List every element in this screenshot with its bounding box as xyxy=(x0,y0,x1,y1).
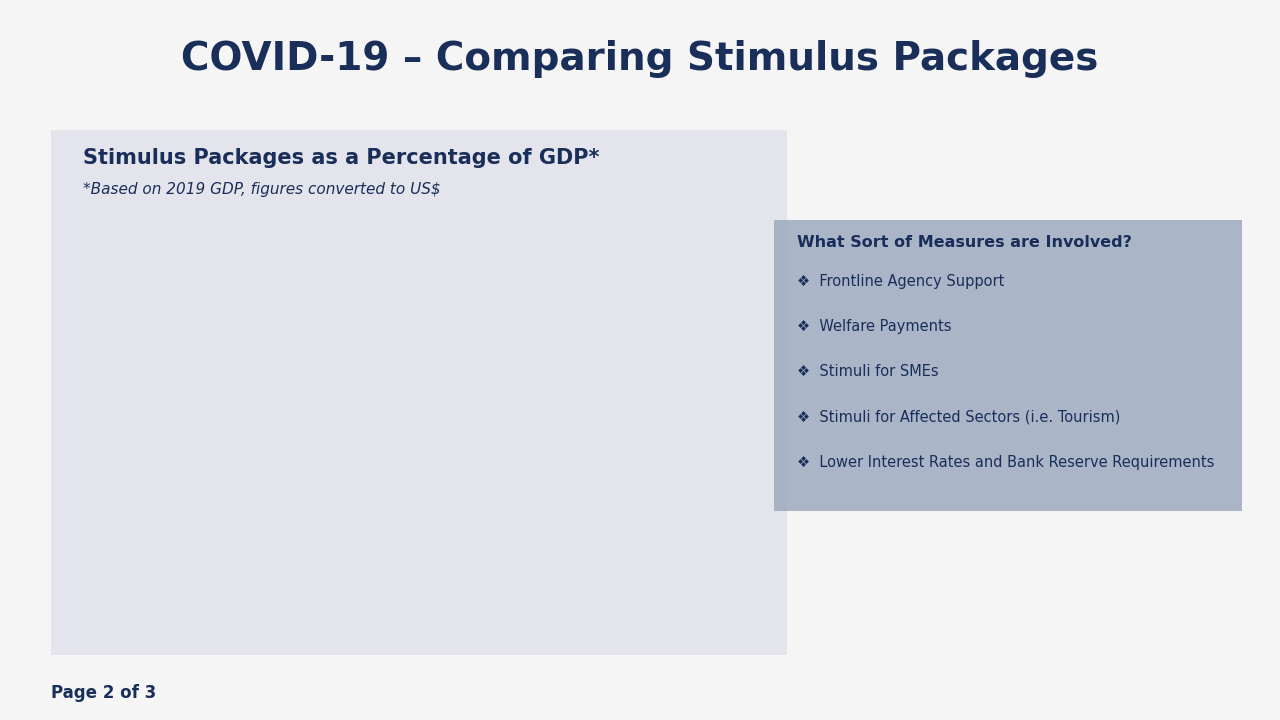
Text: 10.3: 10.3 xyxy=(392,453,425,468)
Bar xyxy=(160,521,221,539)
Text: 17: 17 xyxy=(538,280,557,295)
Bar xyxy=(160,555,173,574)
Text: ❖  Frontline Agency Support: ❖ Frontline Agency Support xyxy=(797,274,1005,289)
Text: What Sort of Measures are Involved?: What Sort of Measures are Involved? xyxy=(797,235,1133,251)
Bar xyxy=(160,485,319,505)
Bar xyxy=(160,451,384,470)
Text: 7.3: 7.3 xyxy=(325,487,349,503)
Bar xyxy=(160,243,596,262)
Text: 0.6: 0.6 xyxy=(179,557,204,572)
Bar xyxy=(160,416,421,436)
Text: 2.8: 2.8 xyxy=(228,522,252,537)
Text: 12: 12 xyxy=(429,418,448,433)
Bar xyxy=(160,278,531,297)
Text: COVID-19 – Comparing Stimulus Packages: COVID-19 – Comparing Stimulus Packages xyxy=(182,40,1098,78)
Text: ❖  Lower Interest Rates and Bank Reserve Requirements: ❖ Lower Interest Rates and Bank Reserve … xyxy=(797,455,1215,470)
Text: ❖  Stimuli for SMEs: ❖ Stimuli for SMEs xyxy=(797,364,940,379)
Text: 14.7: 14.7 xyxy=(488,349,521,364)
Bar xyxy=(160,347,480,366)
Bar xyxy=(160,312,488,332)
Text: Page 2 of 3: Page 2 of 3 xyxy=(51,684,156,702)
Text: ❖  Stimuli for Affected Sectors (i.e. Tourism): ❖ Stimuli for Affected Sectors (i.e. Tou… xyxy=(797,410,1121,425)
Text: ❖  Welfare Payments: ❖ Welfare Payments xyxy=(797,319,952,334)
Text: *Based on 2019 GDP, figures converted to US$: *Based on 2019 GDP, figures converted to… xyxy=(83,182,440,197)
Text: Stimulus Packages as a Percentage of GDP*: Stimulus Packages as a Percentage of GDP… xyxy=(83,148,600,168)
Text: 20: 20 xyxy=(603,246,622,261)
Text: 14.2: 14.2 xyxy=(476,384,509,399)
Text: 15: 15 xyxy=(494,315,513,330)
Bar xyxy=(160,382,470,401)
